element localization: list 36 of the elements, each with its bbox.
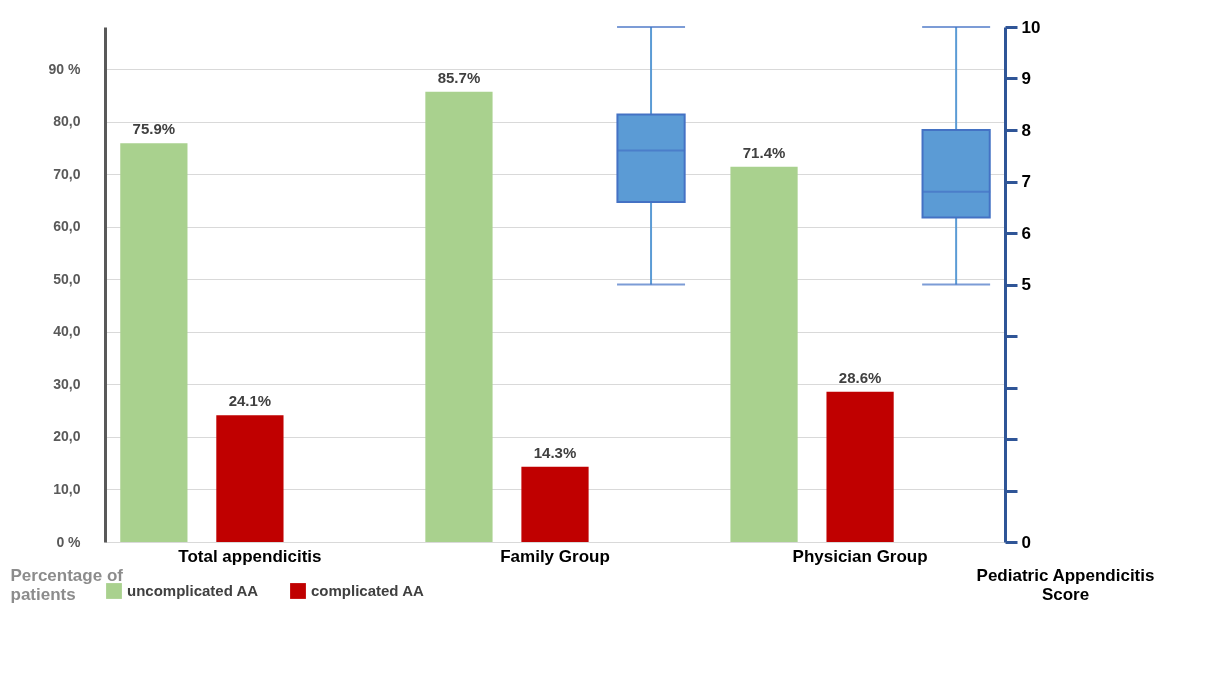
y-tick-label: 20,0	[53, 428, 81, 445]
y2-tick-label: 10	[1021, 17, 1041, 37]
x-tick-label: Family Group	[500, 546, 610, 566]
y2-tick-label: 6	[1021, 223, 1031, 243]
x-tick-label: Physician Group	[792, 546, 928, 566]
legend-label: complicated AA	[311, 582, 424, 599]
y2-tick-label: 0	[1021, 532, 1031, 552]
data-label: 14.3%	[533, 443, 577, 461]
y-tick-label: 80,0	[53, 113, 81, 130]
data-label: 24.1%	[228, 392, 272, 410]
y2-tick-label: 9	[1021, 69, 1031, 88]
y-tick-label: 40,0	[53, 323, 81, 340]
bar	[730, 166, 798, 542]
x-tick-label: Total appendicitis	[178, 546, 322, 566]
bar	[216, 415, 284, 542]
y-tick-label: 60,0	[53, 218, 81, 235]
y-axis-title: Percentage of patients	[10, 565, 124, 604]
y-tick-label: 50,0	[53, 270, 81, 287]
bar	[826, 391, 894, 542]
y-tick-label: 0 %	[56, 533, 82, 550]
bar	[521, 466, 589, 542]
data-label: 28.6%	[838, 368, 882, 386]
data-label: 75.9%	[132, 120, 176, 138]
bar	[425, 91, 493, 542]
y-tick-label: 90 %	[48, 60, 82, 77]
y2-tick-label: 5	[1021, 275, 1031, 294]
bar	[120, 143, 188, 542]
y2-tick-label: 7	[1021, 172, 1031, 191]
y-tick-label: 70,0	[53, 165, 81, 182]
y2-tick-label: 8	[1021, 120, 1031, 140]
y-tick-label: 30,0	[53, 375, 81, 392]
data-label: 71.4%	[742, 143, 786, 161]
y-tick-label: 10,0	[53, 480, 81, 497]
data-label: 85.7%	[437, 68, 481, 86]
y2-axis-title: Pediatric Appendicitis Score	[976, 565, 1155, 604]
legend-label: uncomplicated AA	[127, 582, 259, 599]
